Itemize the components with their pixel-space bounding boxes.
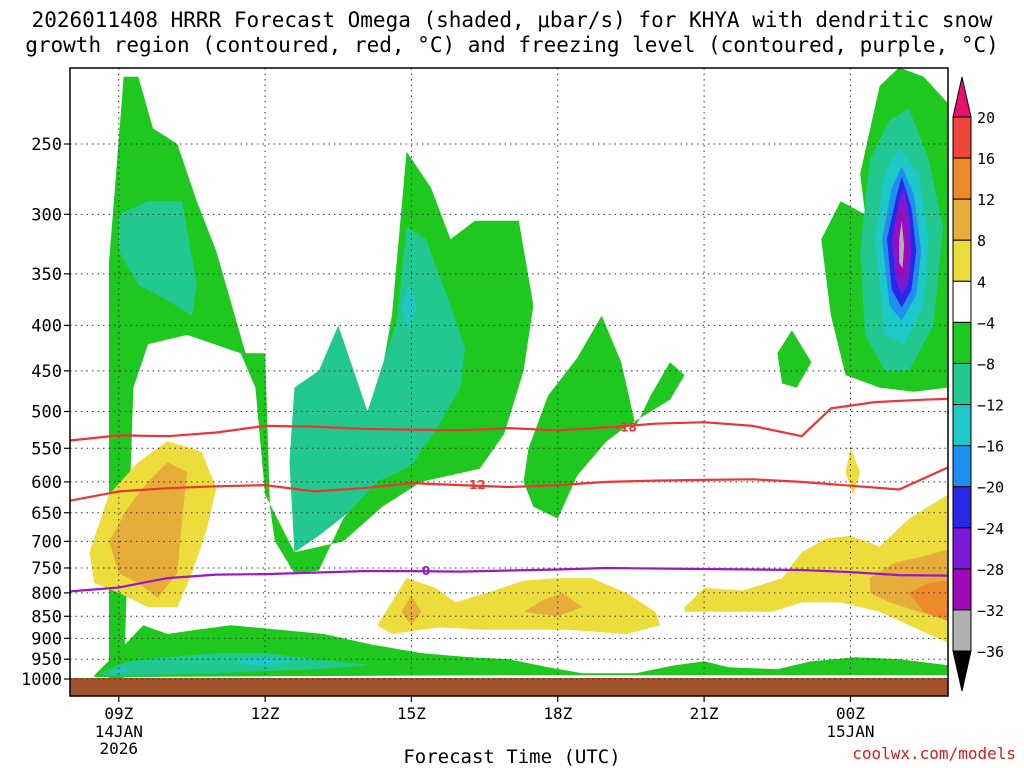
colorbar-bottom-triangle [953, 651, 971, 691]
colorbar-label-8: −16 [977, 438, 1004, 456]
credit-text: coolwx.com/models [852, 744, 1016, 763]
x-tick-label-24: 00Z [836, 704, 865, 723]
colorbar-box-3 [953, 240, 971, 281]
colorbar-box-6 [953, 363, 971, 404]
y-tick-label-800: 800 [31, 584, 62, 604]
x-tick-label-9: 09Z [104, 704, 133, 723]
y-tick-label-900: 900 [31, 629, 62, 649]
y-tick-label-950: 950 [31, 650, 62, 670]
colorbar-box-12 [953, 610, 971, 651]
omega-region-16 [377, 578, 660, 634]
x-tick-label-12: 12Z [251, 704, 280, 723]
x-tick-date-24: 15JAN [826, 722, 874, 741]
y-tick-label-650: 650 [31, 504, 62, 524]
colorbar-label-9: −20 [977, 479, 1004, 497]
x-tick-label-15: 15Z [397, 704, 426, 723]
y-tick-label-300: 300 [31, 205, 62, 225]
colorbar-label-0: 20 [977, 109, 995, 127]
colorbar-top-triangle [953, 77, 971, 117]
x-tick-label-21: 21Z [690, 704, 719, 723]
colorbar-label-4: 4 [977, 273, 986, 291]
colorbar-box-5 [953, 322, 971, 363]
surface-layer [70, 678, 948, 696]
colorbar-box-10 [953, 528, 971, 569]
omega-shading-layer [90, 67, 949, 679]
y-tick-label-1000: 1000 [21, 670, 62, 690]
y-tick-label-250: 250 [31, 135, 62, 155]
y-tick-label-850: 850 [31, 607, 62, 627]
colorbar-label-5: −4 [977, 314, 995, 332]
colorbar-label-3: 8 [977, 232, 986, 250]
y-tick-label-750: 750 [31, 559, 62, 579]
colorbar: 20 16 12 8 4 −4 −8 −12 −16 −20 −24 −28 −32 −36 [953, 77, 1004, 691]
ground-surface [70, 678, 948, 696]
colorbar-label-11: −28 [977, 561, 1004, 579]
contour-label-0: -18 [615, 420, 637, 434]
colorbar-label-2: 12 [977, 191, 995, 209]
y-tick-label-550: 550 [31, 439, 62, 459]
colorbar-box-11 [953, 569, 971, 610]
colorbar-label-12: −32 [977, 602, 1004, 620]
contour-label-1: -12 [464, 478, 486, 492]
colorbar-box-4 [953, 281, 971, 322]
contour-label-2: 0 [422, 564, 430, 578]
colorbar-label-1: 16 [977, 150, 995, 168]
omega-cross-section-chart: -18 -12 0 250 300 350 400 450 500 550 600 650 700 75… [0, 0, 1024, 768]
y-axis: 2503003504004505005506006507007508008509… [21, 135, 70, 690]
colorbar-label-10: −24 [977, 520, 1004, 538]
colorbar-box-9 [953, 487, 971, 528]
colorbar-box-7 [953, 405, 971, 446]
omega-region-4 [524, 316, 685, 519]
colorbar-box-2 [953, 199, 971, 240]
y-tick-label-400: 400 [31, 316, 62, 336]
colorbar-box-0 [953, 117, 971, 158]
colorbar-label-13: −36 [977, 643, 1004, 661]
y-tick-label-500: 500 [31, 403, 62, 423]
y-tick-label-700: 700 [31, 532, 62, 552]
colorbar-box-1 [953, 158, 971, 199]
colorbar-label-7: −12 [977, 397, 1004, 415]
colorbar-box-8 [953, 446, 971, 487]
y-tick-label-600: 600 [31, 473, 62, 493]
omega-region-5 [777, 330, 811, 387]
colorbar-label-6: −8 [977, 355, 995, 373]
y-tick-label-350: 350 [31, 265, 62, 285]
x-tick-label-18: 18Z [543, 704, 572, 723]
y-tick-label-450: 450 [31, 362, 62, 382]
omega-region-22 [846, 448, 861, 494]
